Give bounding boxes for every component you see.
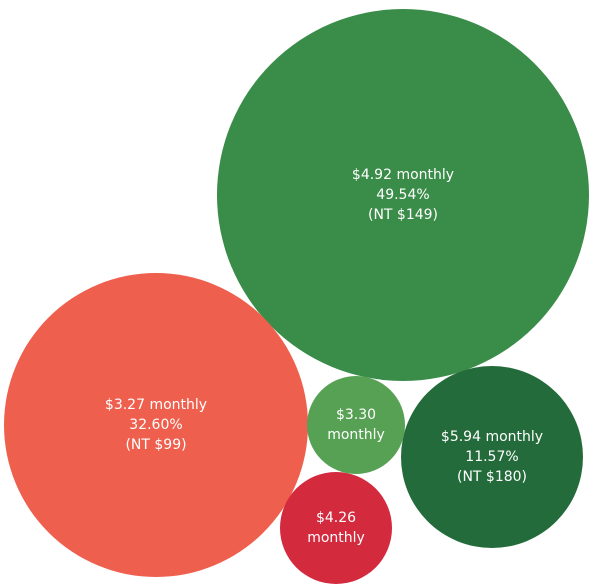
bubble-label-price: $4.92 monthly (352, 167, 454, 183)
bubble-1[interactable]: $3.27 monthly 32.60% (NT $99) (4, 273, 308, 577)
bubble-label-share: 49.54% (376, 187, 429, 203)
bubble-4[interactable]: $4.26 monthly (280, 472, 392, 584)
bubble-0[interactable]: $4.92 monthly 49.54% (NT $149) (217, 9, 589, 381)
bubble-circle[interactable] (4, 273, 308, 577)
bubble-label-local-price: (NT $180) (457, 469, 527, 485)
bubble-label-price: $3.27 monthly (105, 397, 207, 413)
bubble-3[interactable]: $3.30 monthly (307, 376, 405, 474)
bubble-2[interactable]: $5.94 monthly 11.57% (NT $180) (401, 366, 583, 548)
bubble-circle[interactable] (401, 366, 583, 548)
bubble-circle[interactable] (217, 9, 589, 381)
bubble-label-share: 11.57% (465, 449, 518, 465)
bubble-circle[interactable] (280, 472, 392, 584)
bubble-label-price: $5.94 monthly (441, 429, 543, 445)
bubble-label-price: $3.30 (336, 407, 376, 423)
bubble-circle[interactable] (307, 376, 405, 474)
bubble-label-price: monthly (307, 530, 365, 546)
bubble-label-price: $4.26 (316, 510, 356, 526)
bubble-label-share: 32.60% (129, 417, 182, 433)
bubble-label-local-price: (NT $99) (125, 437, 186, 453)
bubble-label-price: monthly (327, 427, 385, 443)
bubble-label-local-price: (NT $149) (368, 207, 438, 223)
